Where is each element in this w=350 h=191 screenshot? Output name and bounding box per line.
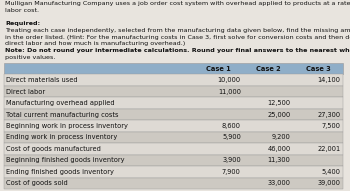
Text: positive values.: positive values. bbox=[5, 55, 56, 60]
Text: Total current manufacturing costs: Total current manufacturing costs bbox=[6, 112, 119, 117]
Text: Ending work in process inventory: Ending work in process inventory bbox=[6, 134, 118, 140]
Text: 11,300: 11,300 bbox=[268, 157, 290, 163]
Text: Direct materials used: Direct materials used bbox=[6, 77, 78, 83]
Text: 9,200: 9,200 bbox=[272, 134, 290, 140]
Text: Case 3: Case 3 bbox=[306, 66, 331, 72]
Text: Manufacturing overhead applied: Manufacturing overhead applied bbox=[6, 100, 115, 106]
Text: 12,500: 12,500 bbox=[267, 100, 290, 106]
FancyBboxPatch shape bbox=[4, 132, 343, 143]
Text: 25,000: 25,000 bbox=[267, 112, 290, 117]
Text: 5,400: 5,400 bbox=[321, 169, 340, 175]
Text: 8,600: 8,600 bbox=[222, 123, 241, 129]
Text: 5,900: 5,900 bbox=[222, 134, 241, 140]
Text: Ending finished goods inventory: Ending finished goods inventory bbox=[6, 169, 114, 175]
Text: labor cost.: labor cost. bbox=[5, 8, 39, 13]
Text: 39,000: 39,000 bbox=[317, 180, 340, 186]
Text: Beginning work in process inventory: Beginning work in process inventory bbox=[6, 123, 128, 129]
Text: 27,300: 27,300 bbox=[317, 112, 340, 117]
Text: in the order listed. (Hint: For the manufacturing costs in Case 3, first solve f: in the order listed. (Hint: For the manu… bbox=[5, 35, 350, 40]
FancyBboxPatch shape bbox=[4, 86, 343, 97]
Text: 3,900: 3,900 bbox=[222, 157, 241, 163]
Text: Case 1: Case 1 bbox=[205, 66, 230, 72]
Text: 33,000: 33,000 bbox=[268, 180, 290, 186]
Text: 7,900: 7,900 bbox=[222, 169, 241, 175]
FancyBboxPatch shape bbox=[4, 143, 343, 155]
FancyBboxPatch shape bbox=[4, 120, 343, 132]
Text: Required:: Required: bbox=[5, 21, 40, 26]
Text: Cost of goods sold: Cost of goods sold bbox=[6, 180, 68, 186]
FancyBboxPatch shape bbox=[4, 178, 343, 189]
Text: 7,500: 7,500 bbox=[321, 123, 340, 129]
Text: 14,100: 14,100 bbox=[317, 77, 340, 83]
Text: Beginning finished goods inventory: Beginning finished goods inventory bbox=[6, 157, 125, 163]
Text: Direct labor: Direct labor bbox=[6, 89, 46, 95]
Text: Mulligan Manufacturing Company uses a job order cost system with overhead applie: Mulligan Manufacturing Company uses a jo… bbox=[5, 2, 350, 6]
Text: 46,000: 46,000 bbox=[267, 146, 290, 152]
FancyBboxPatch shape bbox=[4, 155, 343, 166]
FancyBboxPatch shape bbox=[4, 63, 343, 74]
Text: Case 2: Case 2 bbox=[256, 66, 281, 72]
Text: direct labor and how much is manufacturing overhead.): direct labor and how much is manufacturi… bbox=[5, 41, 186, 46]
FancyBboxPatch shape bbox=[4, 97, 343, 109]
FancyBboxPatch shape bbox=[4, 109, 343, 120]
Text: Treating each case independently, selected from the manufacturing data given bel: Treating each case independently, select… bbox=[5, 28, 350, 33]
FancyBboxPatch shape bbox=[4, 166, 343, 178]
Text: Note: Do not round your intermediate calculations. Round your final answers to t: Note: Do not round your intermediate cal… bbox=[5, 48, 350, 53]
Text: 22,001: 22,001 bbox=[317, 146, 340, 152]
Text: 11,000: 11,000 bbox=[218, 89, 241, 95]
Text: Cost of goods manufactured: Cost of goods manufactured bbox=[6, 146, 101, 152]
Text: 10,000: 10,000 bbox=[218, 77, 241, 83]
FancyBboxPatch shape bbox=[4, 74, 343, 86]
